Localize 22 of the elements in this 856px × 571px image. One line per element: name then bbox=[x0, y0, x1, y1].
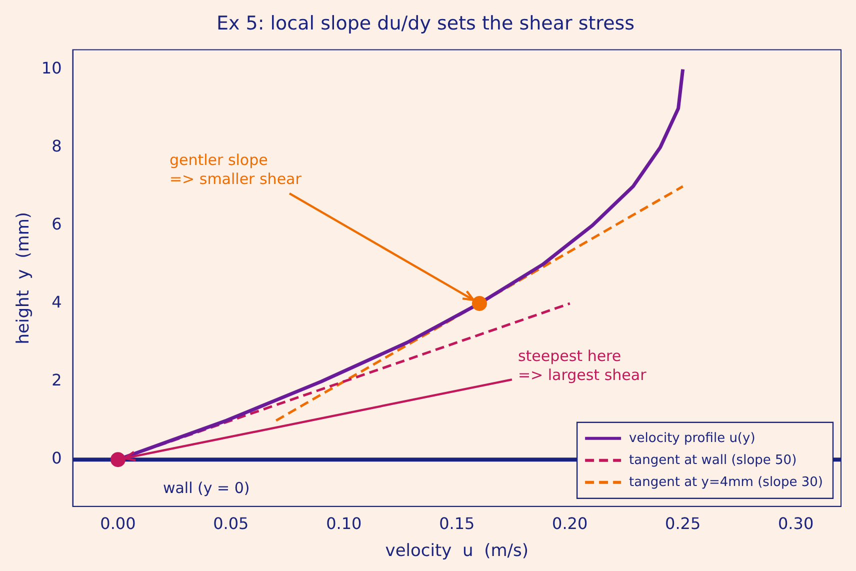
y-tick-label: 8 bbox=[52, 136, 62, 156]
legend-label: tangent at y=4mm (slope 30) bbox=[629, 474, 824, 490]
y-tick-label: 10 bbox=[41, 58, 62, 78]
annotation: gentler slope => smaller shear bbox=[169, 150, 302, 188]
chart-title: Ex 5: local slope du/dy sets the shear stress bbox=[216, 12, 635, 34]
y-tick-label: 0 bbox=[52, 448, 62, 468]
y-tick-label: 6 bbox=[52, 214, 62, 234]
y-tick-label: 2 bbox=[52, 370, 62, 390]
x-tick-label: 0.10 bbox=[326, 514, 362, 534]
legend-label: velocity profile u(y) bbox=[629, 430, 756, 446]
x-tick-label: 0.00 bbox=[100, 514, 136, 534]
x-tick-label: 0.25 bbox=[665, 514, 701, 534]
y-tick-label: 4 bbox=[52, 292, 62, 312]
x-tick-label: 0.05 bbox=[213, 514, 249, 534]
x-axis-title: velocity u (m/s) bbox=[385, 541, 529, 562]
y-axis-title: height y (mm) bbox=[14, 212, 34, 344]
x-tick-label: 0.30 bbox=[778, 514, 814, 534]
legend-label: tangent at wall (slope 50) bbox=[629, 452, 797, 468]
annotation: steepest here => largest shear bbox=[518, 346, 648, 384]
ref-line-label: wall (y = 0) bbox=[162, 478, 250, 497]
x-tick-label: 0.15 bbox=[439, 514, 475, 534]
x-tick-label: 0.20 bbox=[552, 514, 588, 534]
